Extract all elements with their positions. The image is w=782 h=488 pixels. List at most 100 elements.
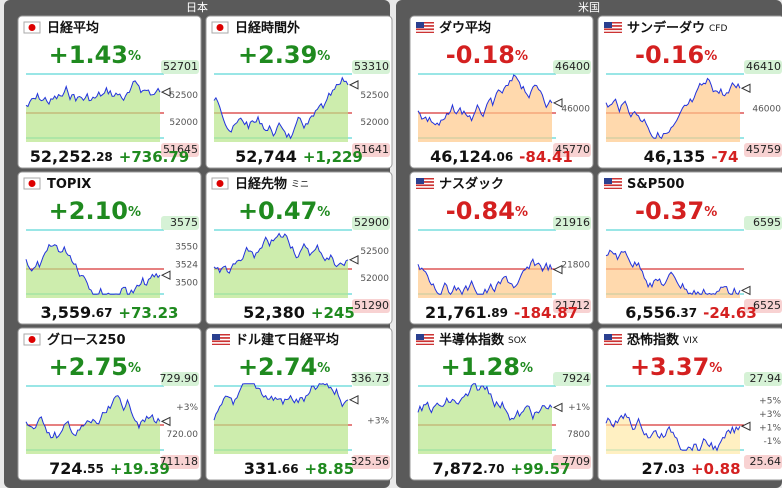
tile: 日経時間外 +2.39% 53310 52500 52000 51641 52,744 +1,…: [205, 15, 393, 169]
tile-name: 日経平均: [47, 20, 99, 36]
high-box: [744, 372, 782, 386]
tile: 恐怖指数 VIX +3.37% 27.94 +5% +3% +1% -1% 25.64 27.03…: [597, 327, 782, 481]
low-box: [352, 143, 390, 157]
tile-name: 半導体指数 SOX: [439, 332, 526, 348]
price-change: +736.79: [119, 148, 189, 166]
flag-stripe: [416, 26, 434, 29]
price-change: -24.63: [703, 304, 757, 322]
high-box: [553, 60, 591, 74]
percent-unit: %: [317, 49, 330, 64]
flag-canton: [604, 334, 612, 340]
high-box: [553, 216, 591, 230]
axis-tick: +3%: [759, 410, 781, 420]
percent-value: +2.10: [49, 197, 128, 225]
percent-value: +2.75: [49, 353, 128, 381]
axis-tick: 21800: [561, 261, 590, 271]
price-change: -184.87: [514, 304, 578, 322]
percent-unit: %: [704, 205, 717, 220]
tile: サンデーダウ CFD -0.16% 46410 46000 45759 46,135 -74: [597, 15, 782, 169]
price-row: 52,744 +1,229: [235, 147, 363, 166]
axis-tick: 7800: [567, 430, 590, 440]
sparkline: [25, 243, 161, 295]
axis-tick: 3524: [175, 261, 198, 271]
flag-canton: [416, 178, 424, 184]
axis-high: 21916: [555, 216, 590, 229]
tile-name-main: グロース250: [47, 332, 126, 348]
price-frac: .03: [664, 462, 685, 476]
axis-low: 25.64: [750, 455, 782, 468]
tile-name-main: S&P500: [627, 177, 684, 192]
flag-stripe: [416, 338, 434, 341]
sparkline: [417, 74, 553, 127]
tile-name-main: ナスダック: [439, 176, 504, 192]
price-change: -84.41: [519, 148, 573, 166]
price-change: +0.88: [691, 460, 741, 478]
flag-sun: [28, 336, 36, 343]
price-row: 21,761.89 -184.87: [425, 303, 578, 322]
last-marker: [348, 394, 359, 405]
low-box: [352, 299, 390, 313]
axis-tick: 52500: [360, 247, 389, 257]
high-box: [352, 216, 390, 230]
last-marker: [740, 83, 751, 94]
tile-name: グロース250: [47, 332, 126, 348]
flag-stripe: [416, 186, 434, 188]
price-change: +1,229: [303, 148, 363, 166]
high-box: [553, 372, 591, 386]
percent-unit: %: [709, 361, 722, 376]
flag-sun: [216, 180, 224, 187]
percent-value: +2.39: [238, 41, 317, 69]
tile-name: TOPIX: [47, 177, 91, 192]
percent-unit: %: [128, 49, 141, 64]
tile: ドル建て日経平均 +2.74% 336.73 +3% 325.56 331.66 +8.85: [205, 327, 393, 481]
axis-high: 53310: [354, 60, 389, 73]
tile: 半導体指数 SOX +1.28% 7924 +1% 7800 7709 7,872.70 +99…: [409, 327, 594, 481]
price-row: 7,872.70 +99.57: [433, 459, 571, 478]
percent-value: +1.43: [49, 41, 128, 69]
sparkline-fill: [26, 80, 160, 142]
price-row: 3,559.67 +73.23: [41, 303, 179, 322]
price-row: 52,252.28 +736.79: [30, 147, 189, 166]
price-main: 52,744: [235, 147, 297, 166]
price-frac: .70: [483, 462, 504, 476]
percent-unit: %: [128, 361, 141, 376]
axis-low: 45759: [746, 143, 781, 156]
tile: TOPIX +2.10% 3575 3550 3524 3500 3,559.67 +73.2…: [17, 171, 202, 325]
percent-value: -0.16: [635, 41, 704, 69]
tile-name: 日経先物 ミニ: [235, 176, 309, 192]
tile-name: 日経時間外: [235, 20, 300, 36]
tile-name-main: ドル建て日経平均: [235, 332, 339, 348]
sparkline: [605, 77, 741, 140]
sparkline-fill: [26, 244, 160, 298]
axis-tick: +3%: [367, 417, 389, 427]
tile-name-suffix: SOX: [508, 336, 526, 346]
low-box: [161, 143, 199, 157]
axis-tick: 52500: [360, 91, 389, 101]
flag-stripe: [212, 338, 230, 341]
price-frac: .06: [492, 150, 513, 164]
last-marker: [348, 80, 359, 90]
tile-name-suffix: CFD: [709, 24, 727, 34]
axis-high: 52900: [354, 216, 389, 229]
percent-value: +0.47: [238, 197, 317, 225]
axis-tick: 46000: [561, 105, 590, 115]
tile: ナスダック -0.84% 21916 21800 21712 21,761.89 -184.…: [409, 171, 594, 325]
percent-value: -0.18: [446, 41, 515, 69]
price-main: 52,380: [243, 303, 305, 322]
price-row: 52,380 +245: [243, 303, 355, 322]
change-percent: -0.84%: [446, 197, 528, 225]
last-marker: [740, 285, 751, 296]
low-box: [553, 143, 591, 157]
change-percent: -0.16%: [635, 41, 717, 69]
tile-name: ダウ平均: [439, 20, 491, 36]
tile-name-main: TOPIX: [47, 177, 91, 192]
price-row: 724.55 +19.39: [49, 459, 170, 478]
price-change: +73.23: [118, 304, 178, 322]
axis-tick: 46000: [752, 105, 781, 115]
price-main: 724: [49, 459, 82, 478]
sparkline-fill: [606, 250, 740, 298]
axis-low: 325.56: [351, 455, 390, 468]
percent-value: -0.37: [635, 197, 704, 225]
price-row: 46,124.06 -84.41: [430, 147, 573, 166]
flag-stripe: [604, 26, 622, 29]
